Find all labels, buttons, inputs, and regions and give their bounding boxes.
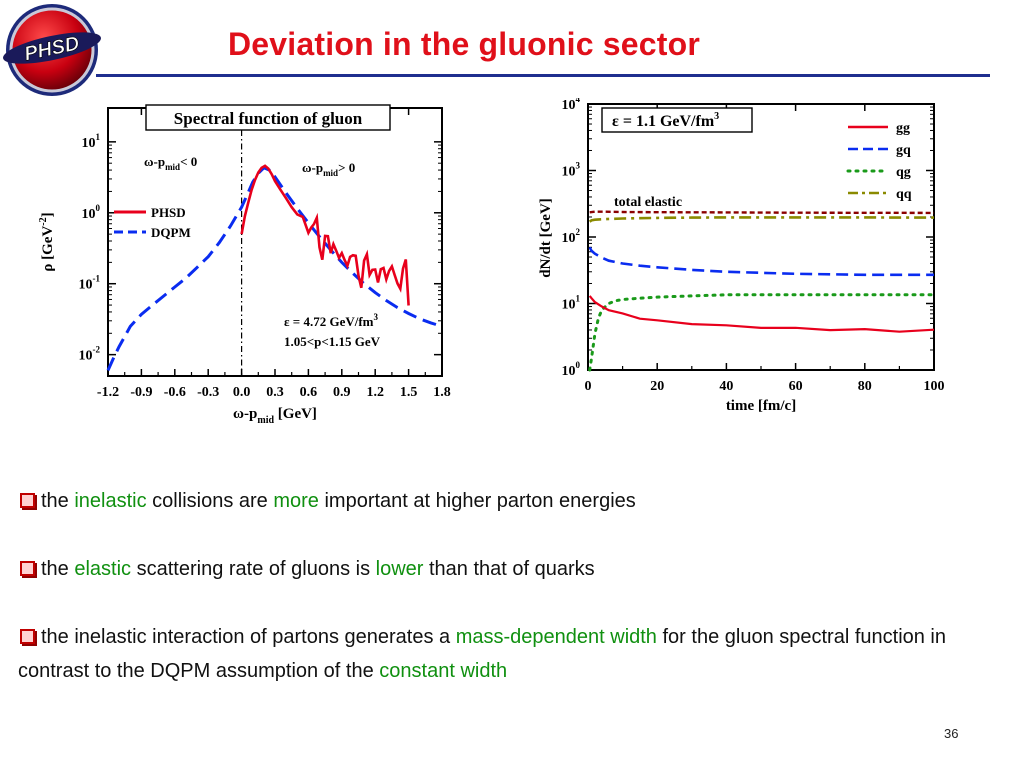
plain-text: the <box>41 558 75 580</box>
x-tick-label: 40 <box>719 379 733 394</box>
x-tick-label: 20 <box>650 379 664 394</box>
chart-title: Spectral function of gluon <box>174 109 363 128</box>
highlight-text: inelastic <box>74 490 147 512</box>
series-line-qq <box>588 216 934 223</box>
highlight-text: more <box>273 490 319 512</box>
bullet-checkbox-icon <box>20 561 35 576</box>
plain-text: for the gluon spectral function in contr… <box>18 626 946 682</box>
x-tick-label: 0.6 <box>300 385 318 400</box>
highlight-text: mass-dependent width <box>455 626 657 648</box>
y-tick-label: 100 <box>562 360 581 379</box>
plain-text: than that of quarks <box>423 558 595 580</box>
bullet-item: the elastic scattering rate of gluons is… <box>18 552 1008 586</box>
bullet-item: the inelastic collisions are more import… <box>18 484 1008 518</box>
y-tick-label: 10-1 <box>79 274 101 293</box>
chart-title: ε = 1.1 GeV/fm3 <box>612 111 719 130</box>
plot-frame <box>107 107 443 377</box>
y-tick-label: 102 <box>562 227 581 246</box>
series-line-total-elastic <box>589 210 935 215</box>
y-axis-label: ρ [GeV-2] <box>38 212 56 271</box>
x-tick-label: 0 <box>585 379 592 394</box>
annotation-energy: ε = 4.72 GeV/fm3 <box>284 312 379 329</box>
y-tick-label: 101 <box>562 294 581 313</box>
phsd-logo: PHSD <box>3 4 101 96</box>
bullet-checkbox-icon <box>20 493 35 508</box>
x-tick-label: 80 <box>858 379 872 394</box>
region-right-label: ω-pmid> 0 <box>302 160 355 178</box>
annotation-momentum: 1.05<p<1.15 GeV <box>284 334 381 349</box>
legend: gg gq qg qq <box>846 121 912 202</box>
bullet-checkbox-icon <box>20 629 35 644</box>
x-tick-label: -1.2 <box>97 385 119 400</box>
x-tick-label: 1.8 <box>433 385 451 400</box>
y-tick-label: 103 <box>562 161 581 180</box>
page-number: 36 <box>944 726 959 741</box>
highlight-text: lower <box>375 558 424 580</box>
slide-title: Deviation in the gluonic sector <box>228 26 701 62</box>
bullet-list: the inelastic collisions are more import… <box>18 484 1008 722</box>
x-tick-label: 100 <box>924 379 945 394</box>
legend-label-qg: qg <box>896 165 911 180</box>
chart-title-box <box>601 107 753 133</box>
legend-label-qq: qq <box>896 187 912 202</box>
plain-text: scattering rate of gluons is <box>131 558 376 580</box>
x-tick-label: 0.3 <box>266 385 284 400</box>
x-tick-label: -0.3 <box>197 385 219 400</box>
y-tick-label: 100 <box>82 203 101 222</box>
x-tick-label: 1.2 <box>366 385 384 400</box>
plain-text: collisions are <box>146 490 274 512</box>
annotation-total-elastic: total elastic <box>614 195 682 210</box>
legend-label-dqpm: DQPM <box>151 225 191 240</box>
x-tick-label: 0.9 <box>333 385 351 400</box>
bullet-text: the inelastic collisions are more import… <box>41 490 636 512</box>
series-line-gq <box>588 246 934 277</box>
y-axis-label: dN/dt [GeV] <box>538 198 554 278</box>
bullet-item: the inelastic interaction of partons gen… <box>18 620 1008 688</box>
highlight-text: constant width <box>379 660 508 682</box>
series-line-gg <box>588 295 935 333</box>
x-axis-label: time [fm/c] <box>726 398 796 414</box>
plain-text: important at higher parton energies <box>318 490 636 512</box>
y-tick-label: 104 <box>562 98 581 113</box>
gluon-spectral-chart: -1.2 -0.9 -0.6 -0.3 0.0 0.3 0.6 0.9 1.2 1.5 1.8 10… <box>38 104 451 426</box>
x-tick-label: -0.9 <box>130 385 152 400</box>
x-tick-label: 60 <box>789 379 803 394</box>
series-line-qg <box>588 293 936 372</box>
legend-label-gg: gg <box>896 121 910 136</box>
plain-text: the inelastic interaction of partons gen… <box>41 626 456 648</box>
bullet-text: the elastic scattering rate of gluons is… <box>41 558 595 580</box>
y-tick-label: 101 <box>82 132 101 151</box>
x-axis-label: ω-pmid [GeV] <box>233 406 317 426</box>
plain-text: the <box>41 490 75 512</box>
series-line-phsd <box>240 164 410 306</box>
x-tick-label: 1.5 <box>400 385 418 400</box>
x-tick-label: -0.6 <box>164 385 186 400</box>
legend-label-phsd: PHSD <box>151 205 186 220</box>
legend: PHSD DQPM <box>114 205 191 240</box>
y-tick-label: 10-2 <box>79 345 101 364</box>
chart-title-box <box>145 104 391 131</box>
title-underline <box>96 74 990 77</box>
bullet-text: the inelastic interaction of partons gen… <box>18 626 946 682</box>
region-left-label: ω-pmid< 0 <box>144 154 197 172</box>
highlight-text: elastic <box>74 558 132 580</box>
scattering-rate-chart: 0 20 40 60 80 100 100 101 102 103 104 ε = 1.1 GeV… <box>538 98 945 414</box>
legend-label-gq: gq <box>896 143 911 158</box>
x-tick-label: 0.0 <box>233 385 251 400</box>
